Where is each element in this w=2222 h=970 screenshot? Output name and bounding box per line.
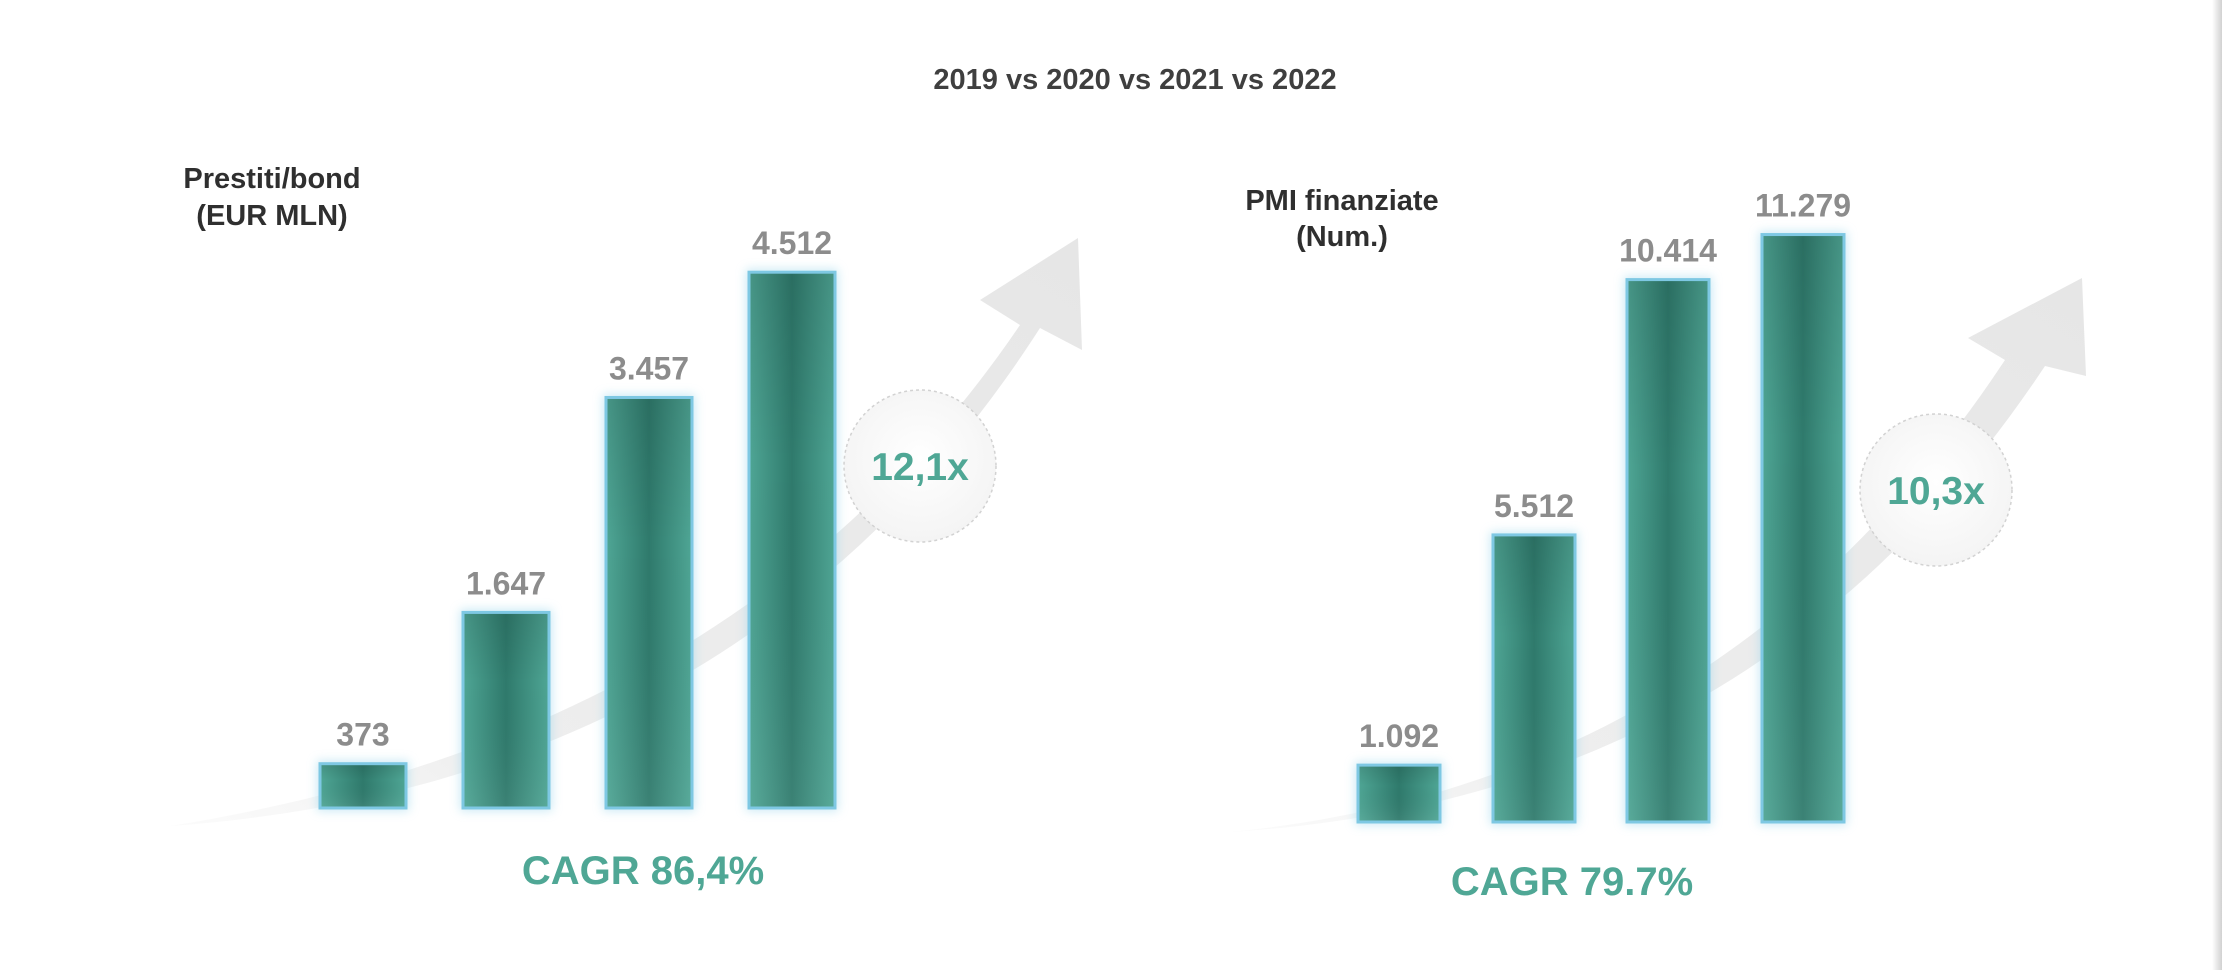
bar-shading-2021 [1628, 281, 1708, 821]
y-axis-label-line-1: Prestiti/bond [183, 163, 360, 195]
cagr-label: CAGR 86,4% [522, 849, 764, 893]
bar-shading-2020 [1494, 536, 1574, 821]
multiplier-badge: 12,1x [843, 389, 997, 543]
bar-shading-2022 [750, 273, 834, 807]
bar-shading-2019 [1359, 766, 1439, 821]
bar-shading-2019 [321, 765, 405, 807]
page-edge-shadow [2212, 0, 2222, 970]
multiplier-value: 12,1x [871, 446, 969, 489]
y-axis-label-line-1: PMI finanziate [1245, 185, 1438, 217]
bar-value-label-2021: 3.457 [609, 350, 689, 386]
bar-value-label-2020: 1.647 [466, 565, 546, 601]
bar-value-label-2020: 5.512 [1494, 488, 1574, 524]
bar-shading-2020 [464, 613, 548, 807]
bar-value-label-2022: 11.279 [1755, 188, 1851, 224]
chart-prestiti-bond: Prestiti/bond (EUR MLN) 373 1.647 3.457 4.5… [170, 163, 1082, 893]
bar-shading-2021 [607, 398, 691, 807]
multiplier-value: 10,3x [1887, 470, 1985, 513]
bar-value-label-2021: 10.414 [1619, 233, 1717, 269]
cagr-label: CAGR 79.7% [1451, 860, 1693, 904]
multiplier-badge: 10,3x [1859, 413, 2013, 567]
y-axis-label-line-2: (Num.) [1296, 221, 1388, 253]
bar-value-label-2019: 373 [336, 717, 389, 753]
y-axis-label-line-2: (EUR MLN) [196, 200, 347, 232]
growth-arrow-icon [170, 238, 1082, 826]
bar-value-label-2019: 1.092 [1359, 718, 1439, 754]
bar-value-label-2022: 4.512 [752, 225, 832, 261]
bar-shading-2022 [1763, 236, 1843, 821]
page-title: 2019 vs 2020 vs 2021 vs 2022 [933, 64, 1336, 96]
chart-pmi-finanziate: PMI finanziate (Num.) 1.092 5.512 10.414 11… [1230, 185, 2086, 904]
